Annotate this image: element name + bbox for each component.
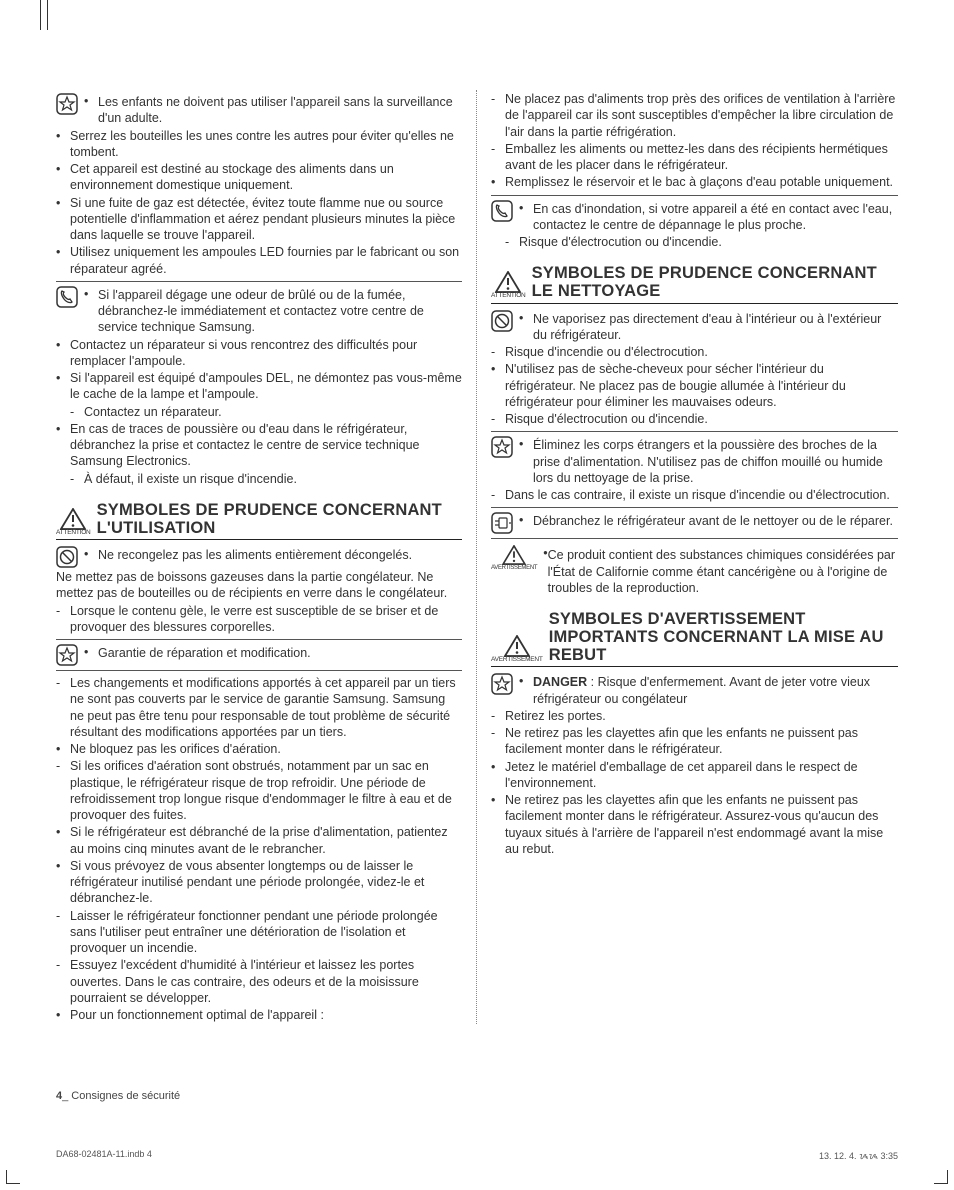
paragraph: Ne mettez pas de boissons gazeuses dans … (56, 569, 462, 602)
star-icon (491, 673, 513, 695)
print-timestamp: 13. 12. 4. ᝰᝰ 3:35 (819, 1149, 898, 1162)
list-item: •Ne retirez pas les clayettes afin que l… (491, 792, 898, 857)
list-item: •Pour un fonctionnement optimal de l'app… (56, 1007, 462, 1023)
page-section-label: _ Consignes de sécurité (62, 1090, 180, 1102)
danger-text: DANGER : Risque d'enfermement. Avant de … (533, 673, 898, 707)
divider (56, 639, 462, 640)
avertissement-label: AVERTISSEMENT (491, 565, 537, 573)
sub-item: -Si les orifices d'aération sont obstrué… (56, 758, 462, 823)
phone-icon (56, 286, 78, 308)
divider (491, 431, 898, 432)
sub-item: -Laisser le réfrigérateur fonctionner pe… (56, 908, 462, 957)
attention-label: ATTENTION (491, 292, 526, 300)
crop-mark (934, 1170, 948, 1184)
star-icon (491, 436, 513, 458)
section-heading-rebut: AVERTISSEMENT SYMBOLES D'AVERTISSEMENT I… (491, 610, 898, 667)
print-filename: DA68-02481A-11.indb 4 (56, 1149, 152, 1162)
star-note: • Éliminez les corps étrangers et la pou… (491, 436, 898, 486)
section-heading-utilisation: ATTENTION SYMBOLES DE PRUDENCE CONCERNAN… (56, 501, 462, 540)
top-tab-mark (40, 0, 48, 30)
divider (56, 670, 462, 671)
divider (491, 507, 898, 508)
page-footer: 4_ Consignes de sécurité (56, 1090, 180, 1102)
phone-note: • En cas d'inondation, si votre appareil… (491, 200, 898, 234)
warning-triangle-icon (502, 545, 526, 565)
star-note: • Les enfants ne doivent pas utiliser l'… (56, 93, 462, 127)
divider (56, 281, 462, 282)
list-item: •Si une fuite de gaz est détectée, évite… (56, 195, 462, 244)
list-item: •Serrez les bouteilles les unes contre l… (56, 128, 462, 161)
star-icon (56, 644, 78, 666)
sub-item: -Emballez les aliments ou mettez-les dan… (491, 141, 898, 174)
print-metadata: DA68-02481A-11.indb 4 13. 12. 4. ᝰᝰ 3:35 (56, 1149, 898, 1162)
star-note: • Garantie de réparation et modification… (56, 644, 462, 666)
warning-triangle-icon (60, 508, 86, 530)
section-heading-nettoyage: ATTENTION SYMBOLES DE PRUDENCE CONCERNAN… (491, 264, 898, 303)
divider (491, 538, 898, 539)
two-column-layout: • Les enfants ne doivent pas utiliser l'… (56, 90, 898, 1024)
section-title-text: SYMBOLES D'AVERTISSEMENT IMPORTANTS CONC… (549, 610, 898, 664)
note-text: Les enfants ne doivent pas utiliser l'ap… (98, 93, 462, 127)
sub-item: -Dans le cas contraire, il existe un ris… (491, 487, 898, 503)
section-title-text: SYMBOLES DE PRUDENCE CONCERNANT L'UTILIS… (97, 501, 462, 537)
sub-item: -Les changements et modifications apport… (56, 675, 462, 740)
warning-block: AVERTISSEMENT • Ce produit contient des … (491, 545, 898, 596)
sub-item: -Ne placez pas d'aliments trop près des … (491, 91, 898, 140)
sub-item: -Ne retirez pas les clayettes afin que l… (491, 725, 898, 758)
avertissement-label: AVERTISSEMENT (491, 656, 543, 664)
manual-page: • Les enfants ne doivent pas utiliser l'… (0, 0, 954, 1190)
right-column: -Ne placez pas d'aliments trop près des … (477, 90, 898, 1024)
warning-triangle-icon (495, 271, 521, 293)
unplug-note: • Débranchez le réfrigérateur avant de l… (491, 512, 898, 534)
list-item: •Si l'appareil est équipé d'ampoules DEL… (56, 370, 462, 403)
sub-item: -Risque d'électrocution ou d'incendie. (491, 411, 898, 427)
prohibit-icon (56, 546, 78, 568)
list-item: •Contactez un réparateur si vous rencont… (56, 337, 462, 370)
list-item: •Remplissez le réservoir et le bac à gla… (491, 174, 898, 190)
phone-note: • Si l'appareil dégage une odeur de brûl… (56, 286, 462, 336)
sub-item: -Risque d'électrocution ou d'incendie. (491, 234, 898, 250)
star-icon (56, 93, 78, 115)
sub-item: -Risque d'incendie ou d'électrocution. (491, 344, 898, 360)
section-title-text: SYMBOLES DE PRUDENCE CONCERNANT LE NETTO… (532, 264, 898, 300)
sub-item: -Retirez les portes. (491, 708, 898, 724)
list-item: •Si le réfrigérateur est débranché de la… (56, 824, 462, 857)
divider (491, 195, 898, 196)
sub-item: -Lorsque le contenu gèle, le verre est s… (56, 603, 462, 636)
prohibit-note: • Ne recongelez pas les aliments entière… (56, 546, 462, 568)
sub-item: -À défaut, il existe un risque d'incendi… (56, 471, 462, 487)
list-item: •En cas de traces de poussière ou d'eau … (56, 421, 462, 470)
sub-item: -Contactez un réparateur. (56, 404, 462, 420)
prohibit-note: • Ne vaporisez pas directement d'eau à l… (491, 310, 898, 344)
list-item: •Cet appareil est destiné au stockage de… (56, 161, 462, 194)
list-item: •Si vous prévoyez de vous absenter longt… (56, 858, 462, 907)
list-item: •Ne bloquez pas les orifices d'aération. (56, 741, 462, 757)
list-item: •Utilisez uniquement les ampoules LED fo… (56, 244, 462, 277)
unplug-icon (491, 512, 513, 534)
phone-icon (491, 200, 513, 222)
sub-item: -Essuyez l'excédent d'humidité à l'intér… (56, 957, 462, 1006)
prohibit-icon (491, 310, 513, 332)
list-item: •N'utilisez pas de sèche-cheveux pour sé… (491, 361, 898, 410)
star-danger-note: • DANGER : Risque d'enfermement. Avant d… (491, 673, 898, 707)
list-item: •Jetez le matériel d'emballage de cet ap… (491, 759, 898, 792)
attention-label: ATTENTION (56, 529, 91, 537)
warning-triangle-icon (504, 635, 530, 657)
crop-mark (6, 1170, 20, 1184)
bullet-mark: • (84, 93, 98, 109)
left-column: • Les enfants ne doivent pas utiliser l'… (56, 90, 477, 1024)
